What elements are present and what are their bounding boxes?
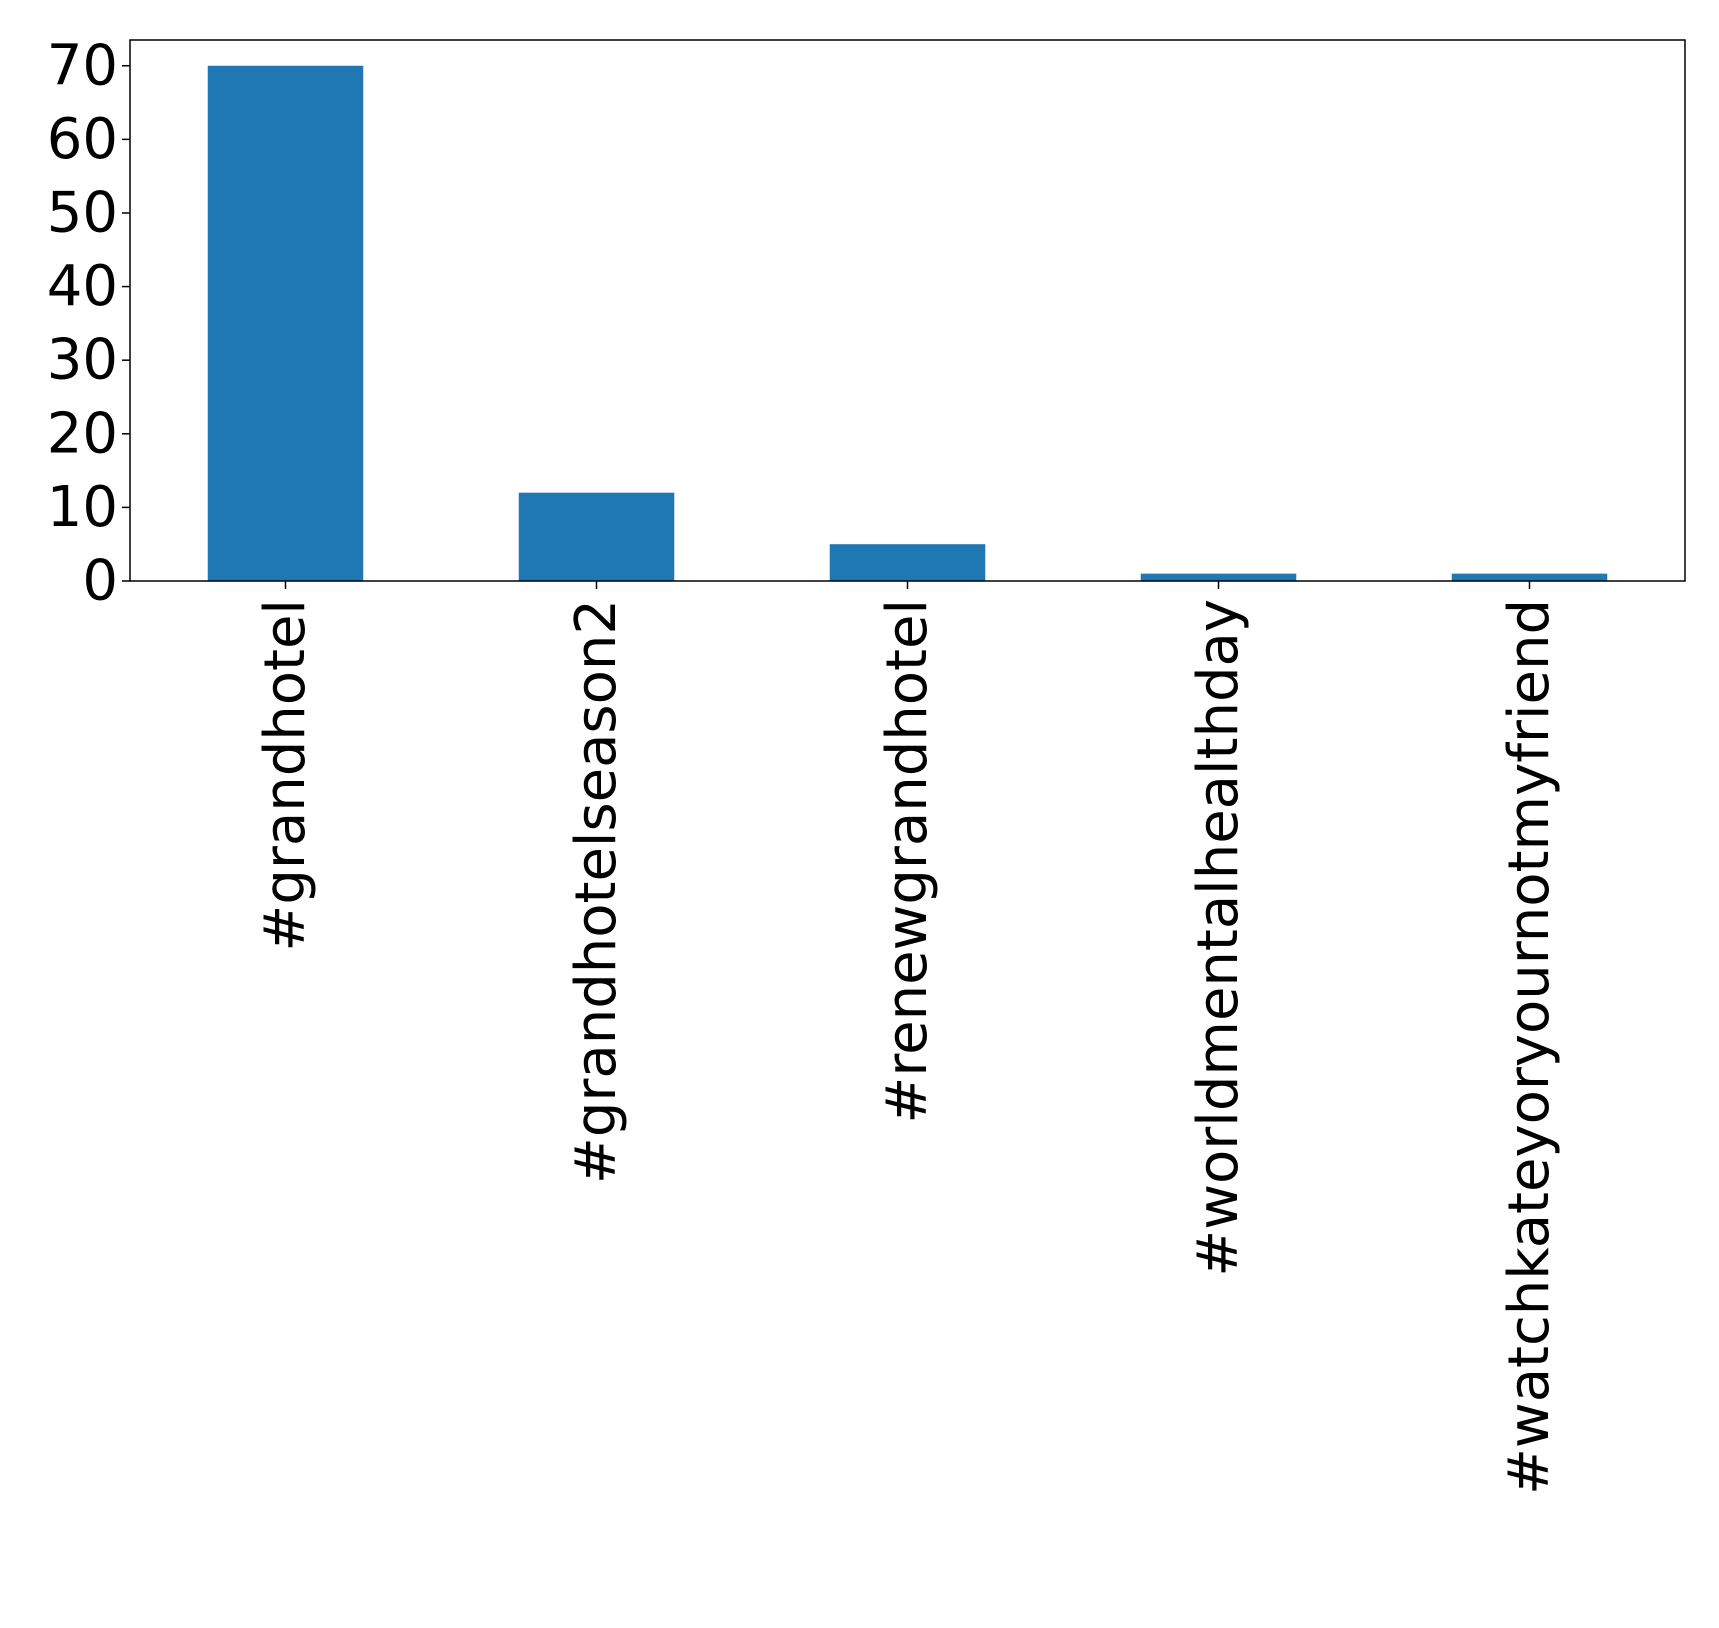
x-tick-label-0: #grandhotel xyxy=(253,599,318,952)
x-tick-label-3: #worldmentalhealthday xyxy=(1186,599,1251,1277)
y-tick-label-4: 40 xyxy=(47,254,118,319)
bar-2 xyxy=(829,544,986,581)
plot-frame xyxy=(129,39,1686,582)
y-axis: 0 10 20 30 40 50 60 70 xyxy=(47,33,130,614)
y-tick-label-3: 30 xyxy=(47,328,118,393)
y-tick-label-6: 60 xyxy=(47,107,118,172)
y-tick-label-0: 0 xyxy=(82,549,118,614)
bar-3 xyxy=(1140,573,1297,581)
bar-0 xyxy=(207,65,364,581)
y-tick-label-7: 70 xyxy=(47,33,118,98)
y-tick-label-2: 20 xyxy=(47,401,118,466)
y-tick-label-5: 50 xyxy=(47,180,118,245)
bar-1 xyxy=(518,492,675,581)
x-tick-label-4: #watchkateyoryournotmyfriend xyxy=(1497,599,1562,1495)
bars-group xyxy=(207,65,1608,581)
x-tick-label-1: #grandhotelseason2 xyxy=(564,599,629,1184)
bar-4 xyxy=(1451,573,1608,581)
x-tick-label-2: #renewgrandhotel xyxy=(875,599,940,1124)
y-tick-label-1: 10 xyxy=(47,475,118,540)
x-axis: #grandhotel #grandhotelseason2 #renewgrand… xyxy=(253,581,1562,1495)
